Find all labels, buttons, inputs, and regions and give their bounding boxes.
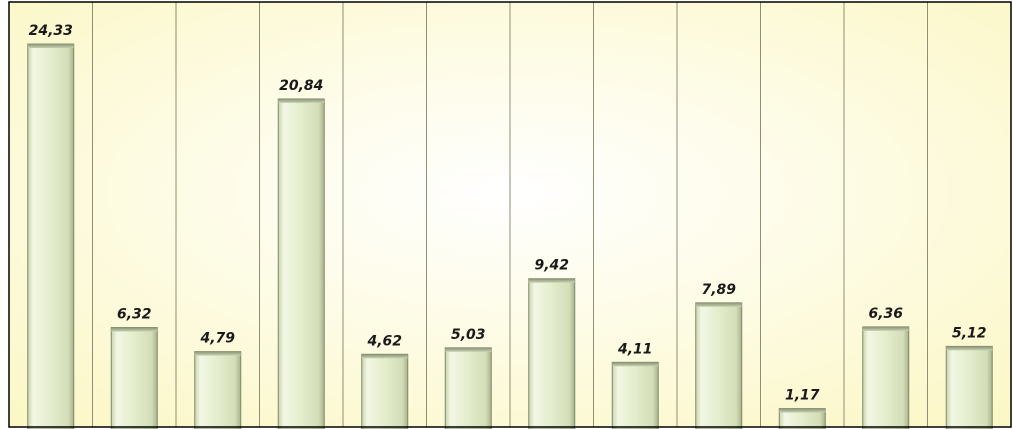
bar	[528, 278, 576, 429]
bar-top-bevel	[779, 408, 826, 413]
plot-frame	[8, 1, 1012, 428]
bar-body	[611, 361, 659, 429]
bar-top-bevel	[27, 44, 74, 49]
bar-top-bevel	[946, 346, 993, 351]
bar	[778, 408, 826, 429]
bar	[361, 353, 409, 429]
bar-body	[945, 345, 993, 429]
bar	[277, 98, 325, 429]
bar-top-bevel	[445, 347, 492, 352]
bar-body	[27, 43, 75, 429]
value-label: 6,36	[868, 306, 903, 322]
value-label: 6,32	[117, 307, 152, 323]
bar-top-bevel	[528, 278, 575, 283]
bar-top-bevel	[111, 327, 158, 332]
bar-top-bevel	[278, 98, 325, 103]
bar	[862, 326, 910, 429]
bar	[945, 345, 993, 429]
bar-body	[277, 98, 325, 429]
value-label: 20,84	[279, 78, 323, 94]
bar-top-bevel	[361, 354, 408, 359]
bar-body	[110, 327, 158, 429]
bar-body	[695, 302, 743, 429]
bar	[27, 43, 75, 429]
bar-body	[361, 353, 409, 429]
value-label: 7,89	[701, 282, 736, 298]
bar-body	[862, 326, 910, 429]
bar-body	[444, 347, 492, 429]
bar	[194, 351, 242, 429]
value-label: 5,12	[952, 325, 987, 341]
bar-top-bevel	[862, 326, 909, 331]
value-label: 1,17	[785, 388, 820, 404]
value-label: 9,42	[534, 258, 569, 274]
bar	[444, 347, 492, 429]
bar	[611, 361, 659, 429]
value-label: 24,33	[29, 23, 73, 39]
bar-top-bevel	[612, 362, 659, 367]
bar-body	[194, 351, 242, 429]
value-label: 4,79	[199, 331, 235, 347]
bar	[110, 327, 158, 429]
value-label: 4,62	[366, 333, 402, 349]
gridlines	[92, 2, 928, 427]
value-label: 4,11	[617, 341, 653, 357]
bars	[27, 43, 993, 429]
bar	[695, 302, 743, 429]
value-labels: 24,33 6,32 4,79 20,84 4,62 5,03 9,42 4,11 7,89 1,…	[29, 23, 987, 404]
bar-body	[528, 278, 576, 429]
bar-top-bevel	[695, 302, 742, 307]
bar-top-bevel	[194, 351, 241, 356]
value-label: 5,03	[451, 327, 486, 343]
